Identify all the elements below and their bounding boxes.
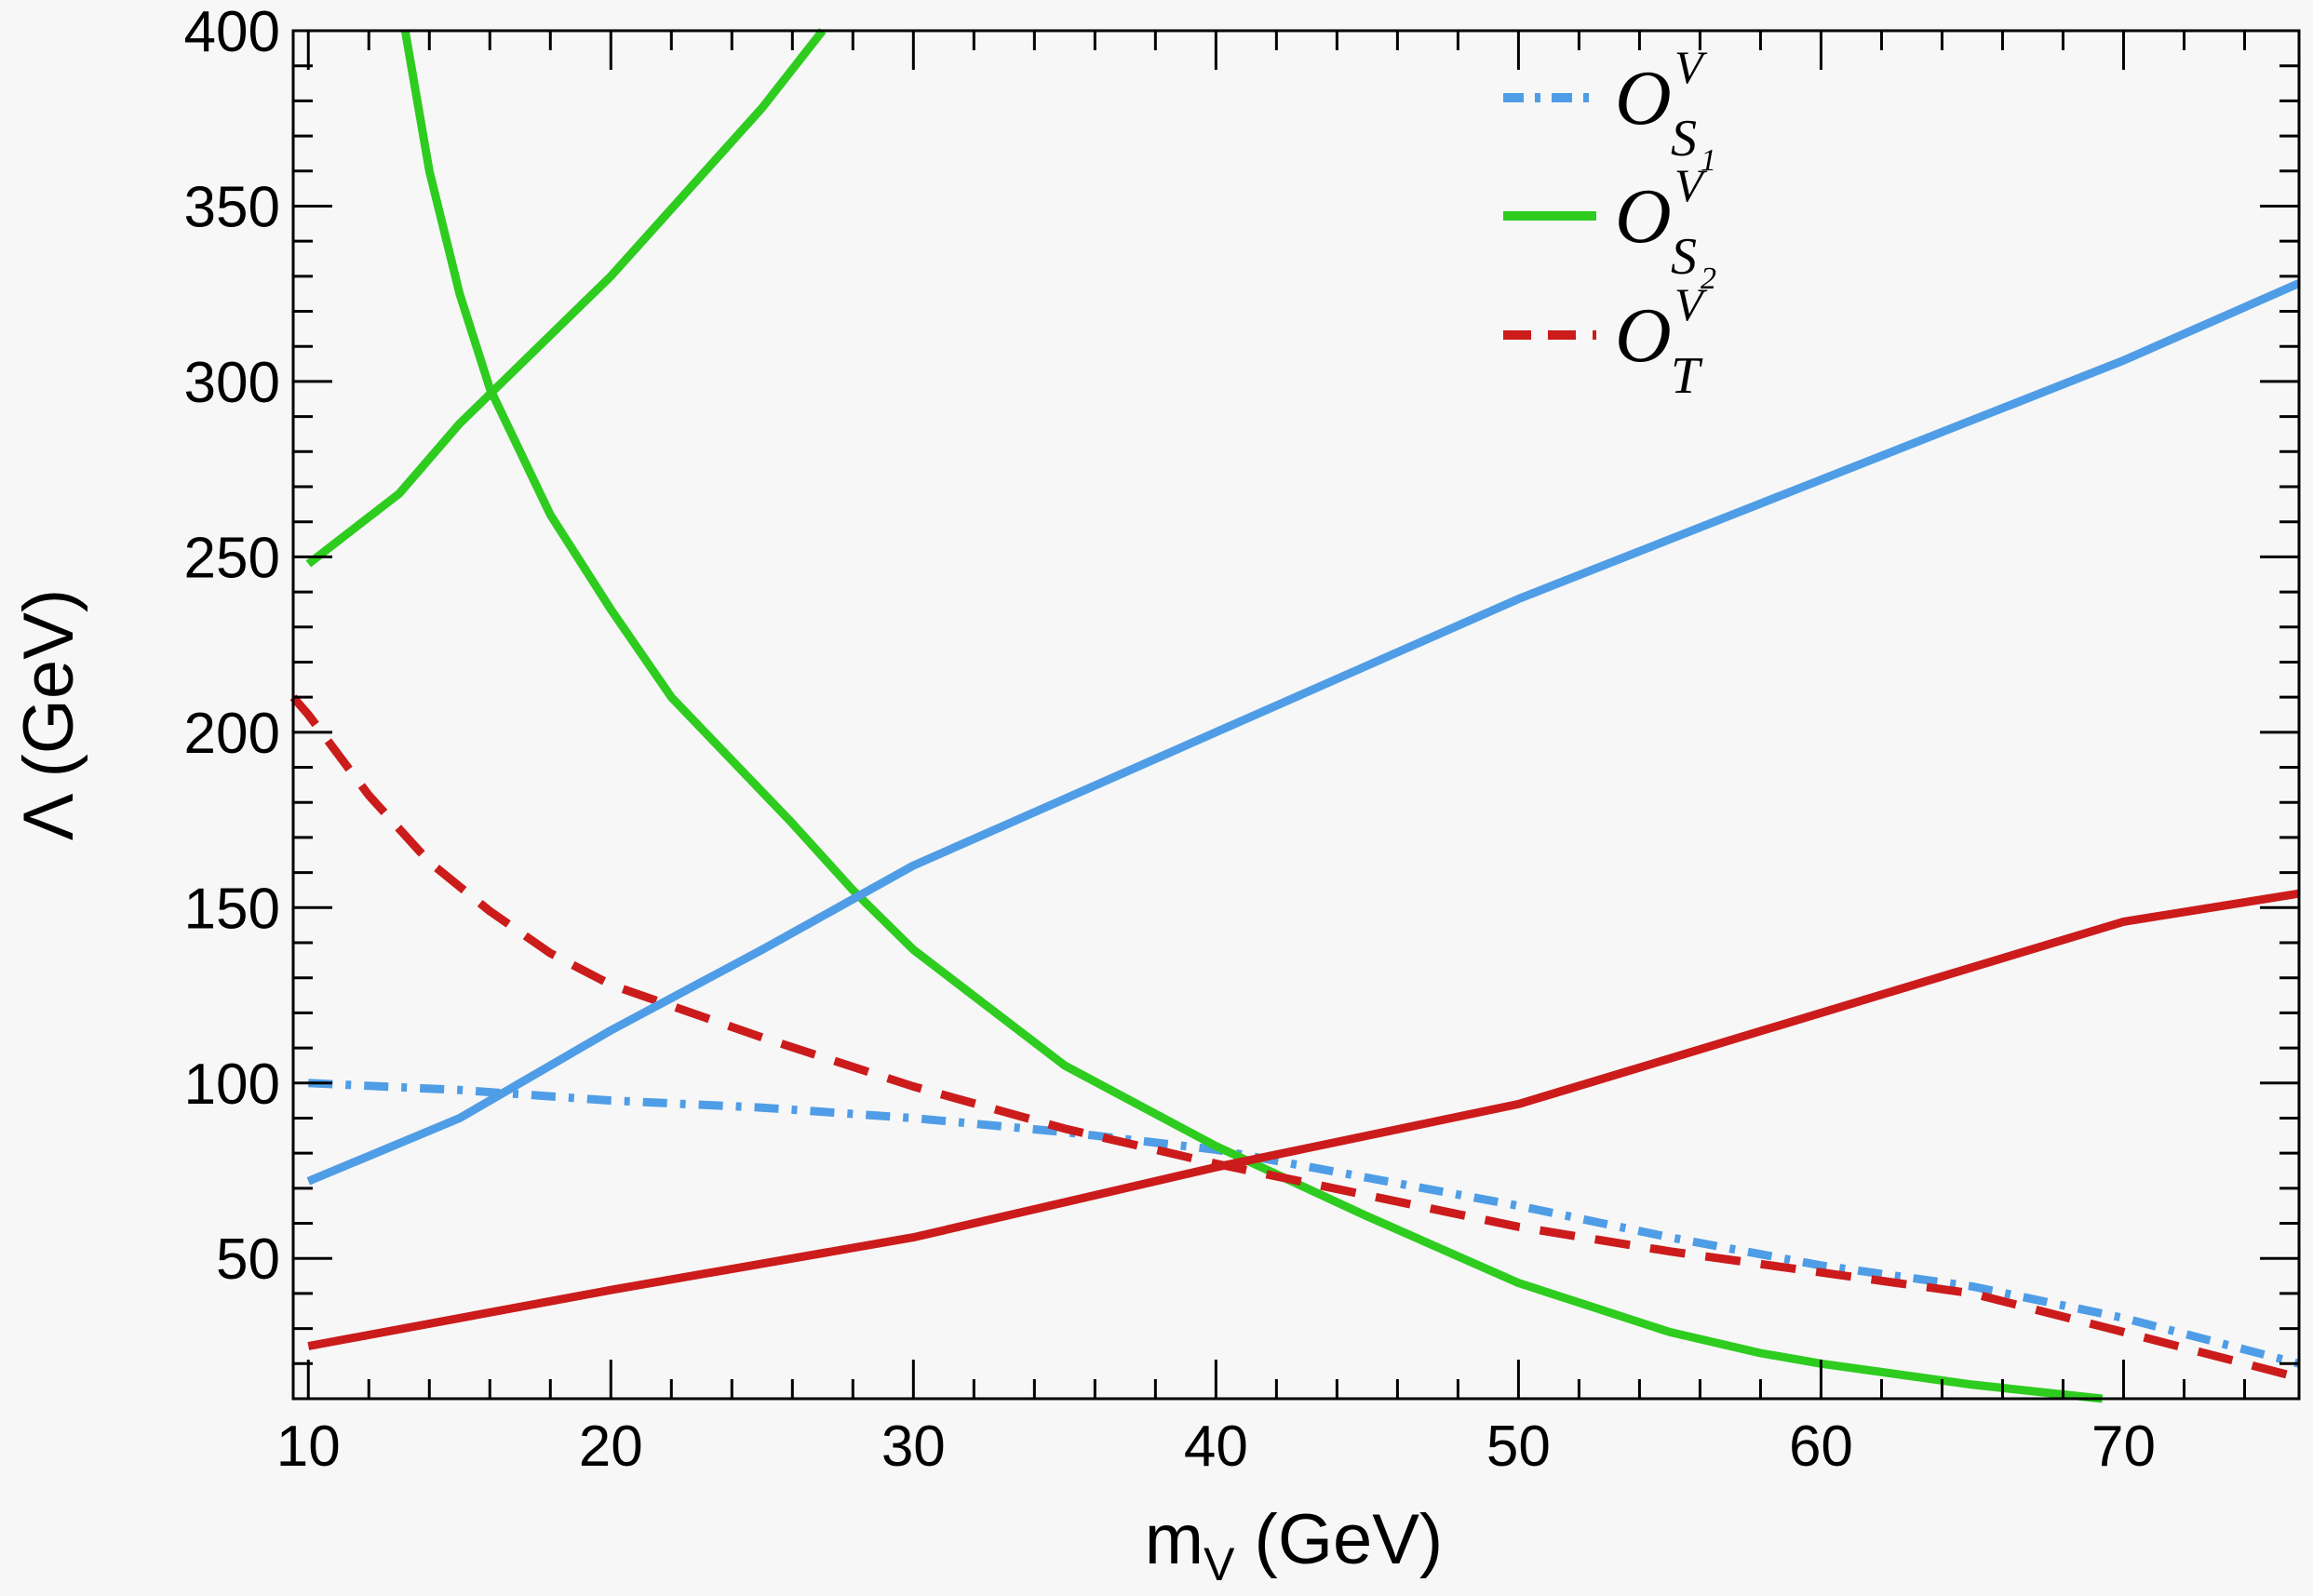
y-tick-label: 100 <box>184 1053 280 1117</box>
x-tick-label: 40 <box>1184 1415 1248 1479</box>
x-tick-label: 30 <box>881 1415 946 1479</box>
legend-subscript: T <box>1671 347 1703 405</box>
legend-superscript: V <box>1674 41 1708 93</box>
legend-sub-subscript: 1 <box>1701 143 1716 178</box>
legend: O VS 1O VS 2O VT <box>1503 41 1716 405</box>
y-tick-label: 200 <box>184 702 280 766</box>
x-tick-label: 50 <box>1486 1415 1551 1479</box>
legend-label-1: O <box>1615 55 1672 141</box>
legend-subscript: S <box>1671 110 1697 168</box>
x-tick-label: 60 <box>1789 1415 1853 1479</box>
plot-frame <box>291 29 2301 1401</box>
x-axis-title-unit: (GeV) <box>1234 1500 1443 1579</box>
series-line-6 <box>307 889 2300 1350</box>
legend-superscript: V <box>1674 159 1708 211</box>
y-tick-label: 350 <box>184 175 280 239</box>
x-axis-title-subscript: V <box>1204 1538 1235 1590</box>
x-tick-label: 70 <box>2091 1415 2156 1479</box>
series-line-4 <box>305 28 827 568</box>
legend-superscript: V <box>1674 278 1708 330</box>
legend-sub-subscript: 2 <box>1701 262 1716 296</box>
legend-label-2: O <box>1615 173 1672 260</box>
x-tick-label: 10 <box>276 1415 341 1479</box>
tick-labels: 10 20 30 40 50 60 70 50 100 150 200 250 300 350 400 <box>184 0 2156 1479</box>
y-tick-label: 250 <box>184 526 280 590</box>
legend-label-3: O <box>1615 292 1672 379</box>
y-tick-label: 300 <box>184 351 280 415</box>
series-line-1 <box>308 1079 2301 1368</box>
series-line-3 <box>289 694 2301 1382</box>
y-tick-label: 400 <box>184 0 280 64</box>
series-line-2 <box>400 30 2104 1403</box>
ticks-layer <box>293 29 2299 1401</box>
series-line-5 <box>306 279 2301 1186</box>
x-axis-title: mV (GeV) <box>1145 1500 1443 1590</box>
y-tick-label: 50 <box>216 1227 280 1292</box>
y-tick-label: 150 <box>184 877 280 941</box>
x-tick-label: 20 <box>579 1415 643 1479</box>
legend-subscript: S <box>1671 228 1697 286</box>
series-layer <box>289 28 2301 1403</box>
y-axis-title: Λ (GeV) <box>9 589 88 840</box>
